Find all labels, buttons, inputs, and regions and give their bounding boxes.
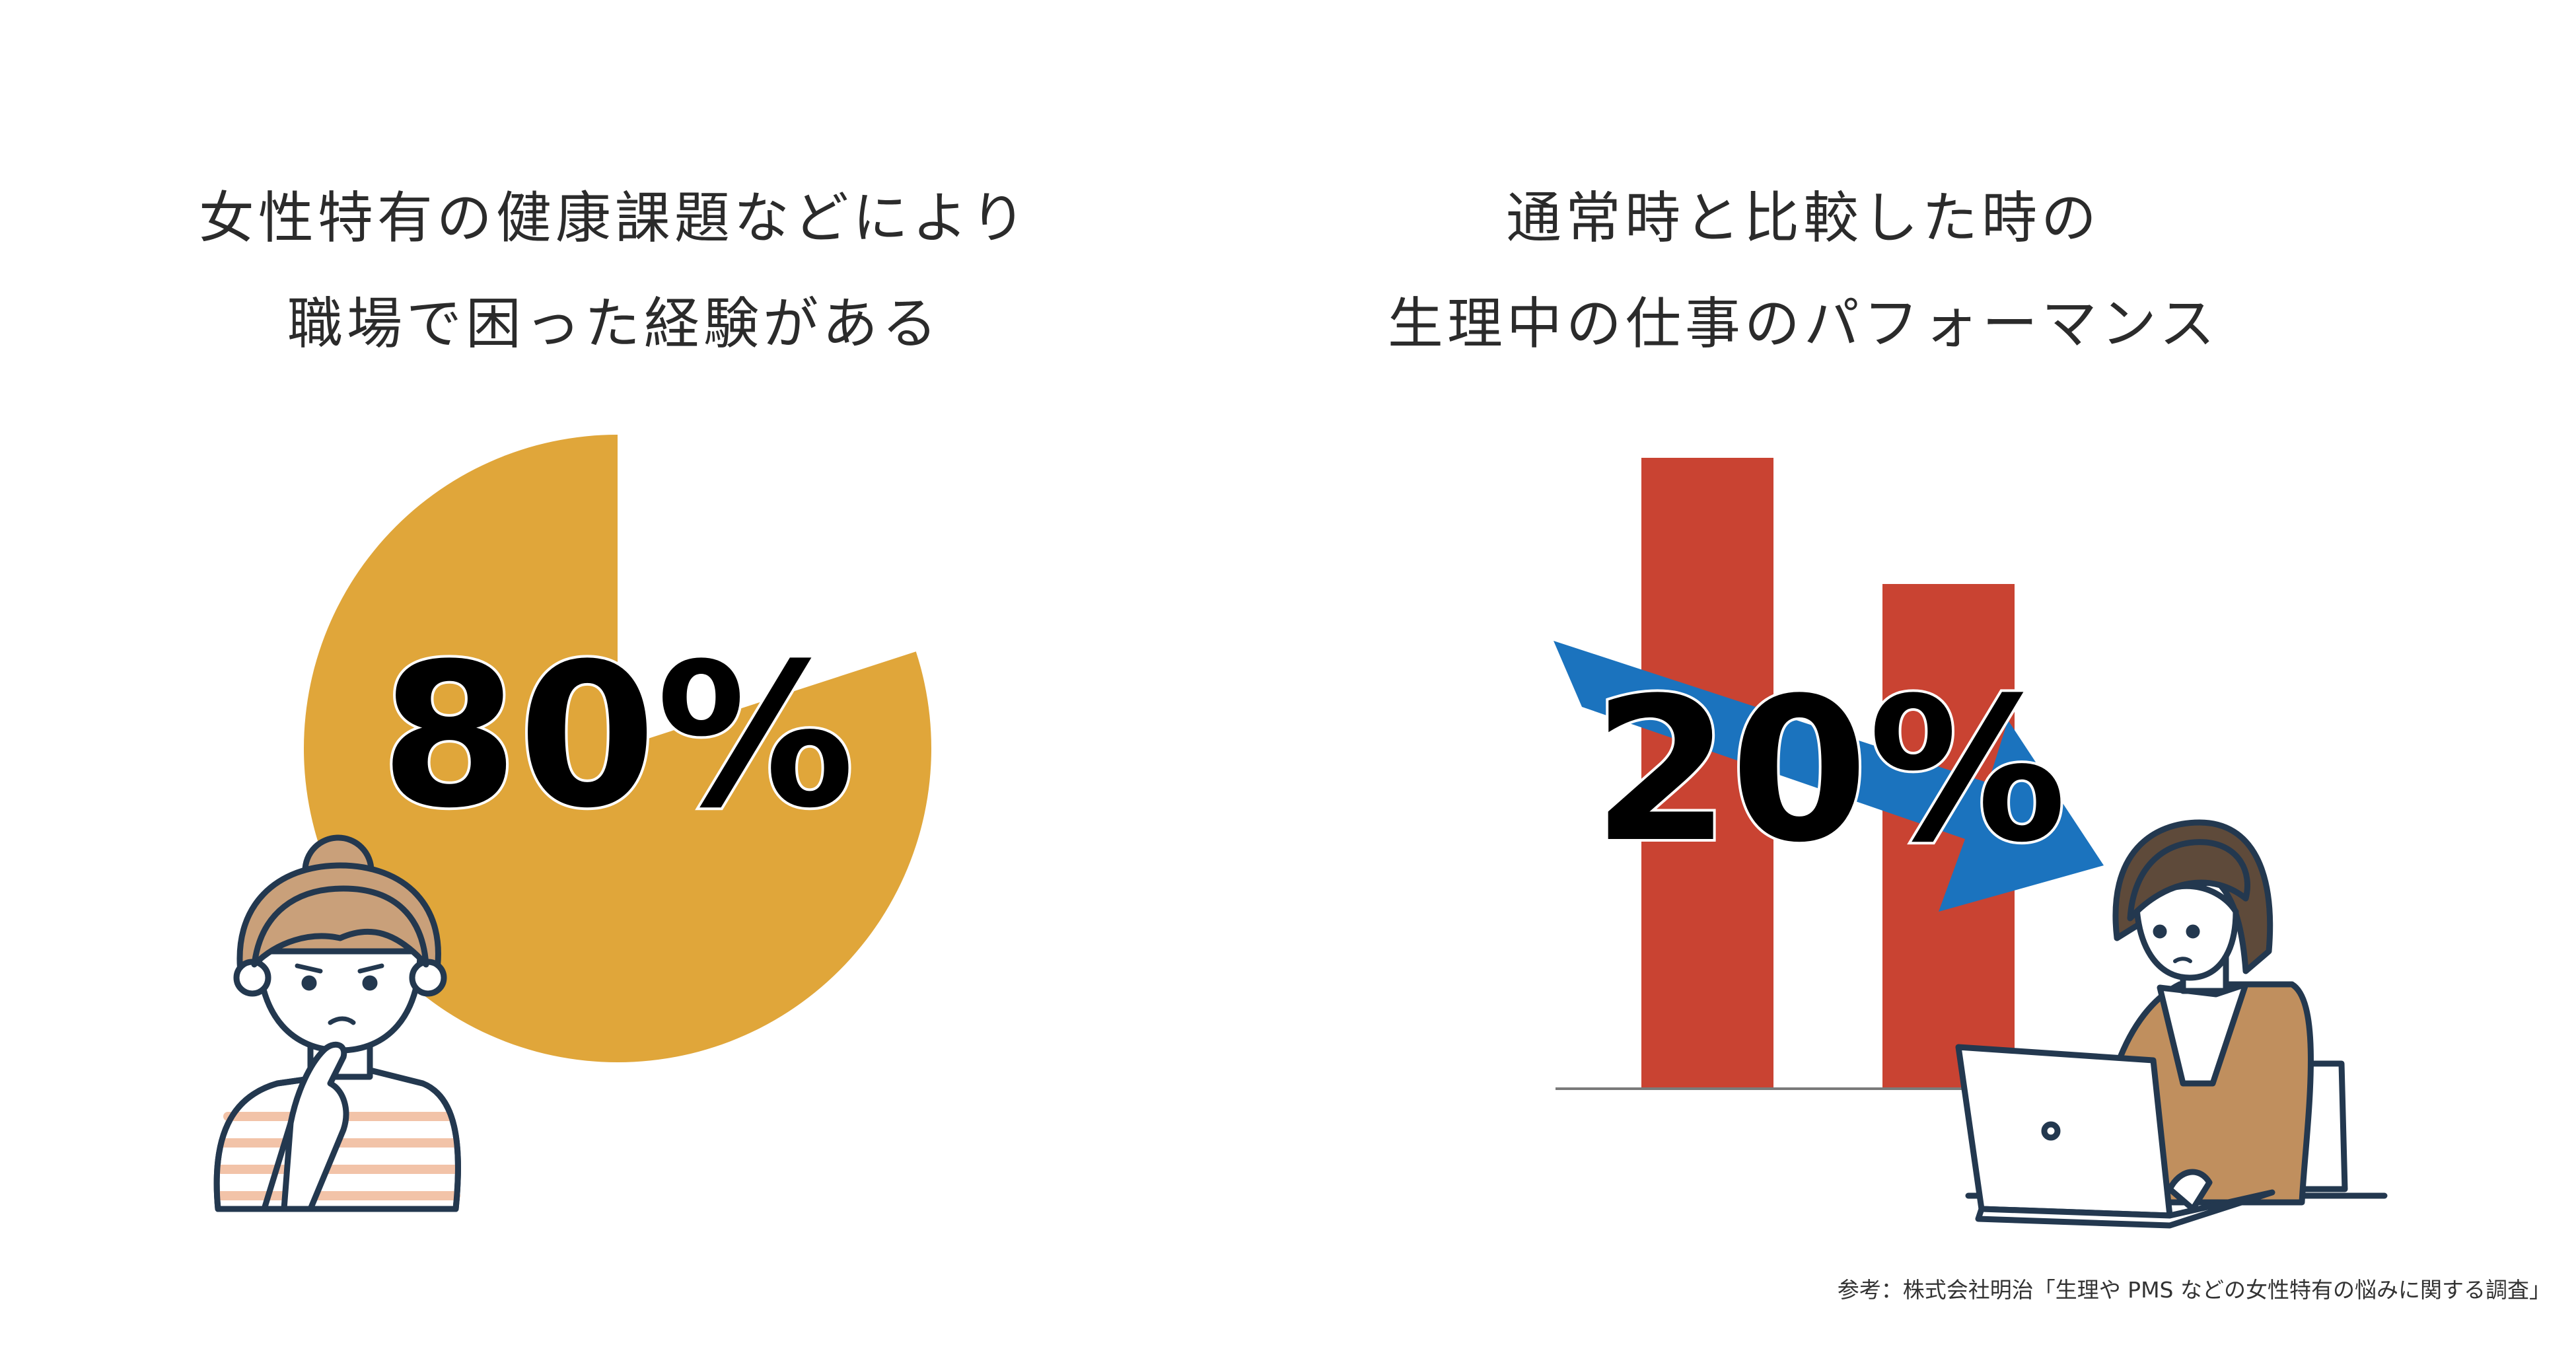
right-title-line2: 生理中の仕事のパフォーマンス — [1387, 291, 2219, 356]
worried-woman-laptop-illustration — [1955, 819, 2388, 1229]
right-chart-title: 通常時と比較した時の 生理中の仕事のパフォーマンス — [1308, 165, 2299, 377]
right-title-line1: 通常時と比較した時の — [1505, 186, 2100, 250]
thinking-woman-illustration — [213, 834, 461, 1212]
pie-chart — [303, 435, 932, 1062]
left-title-line2: 職場で困った経験がある — [287, 291, 941, 356]
left-chart-title: 女性特有の健康課題などにより 職場で困った経験がある — [152, 165, 1077, 377]
bar-1 — [1641, 458, 1773, 1089]
left-title-line1: 女性特有の健康課題などにより — [198, 186, 1030, 250]
down-arrow-icon — [1554, 641, 2104, 912]
right-big-value: 20% — [1592, 655, 2067, 886]
source-note: 参考：株式会社明治「生理や PMS などの女性特有の悩みに関する調査」 — [1837, 1277, 2551, 1303]
left-big-value: 80% — [380, 621, 855, 852]
pie-slice-1 — [303, 435, 932, 1062]
